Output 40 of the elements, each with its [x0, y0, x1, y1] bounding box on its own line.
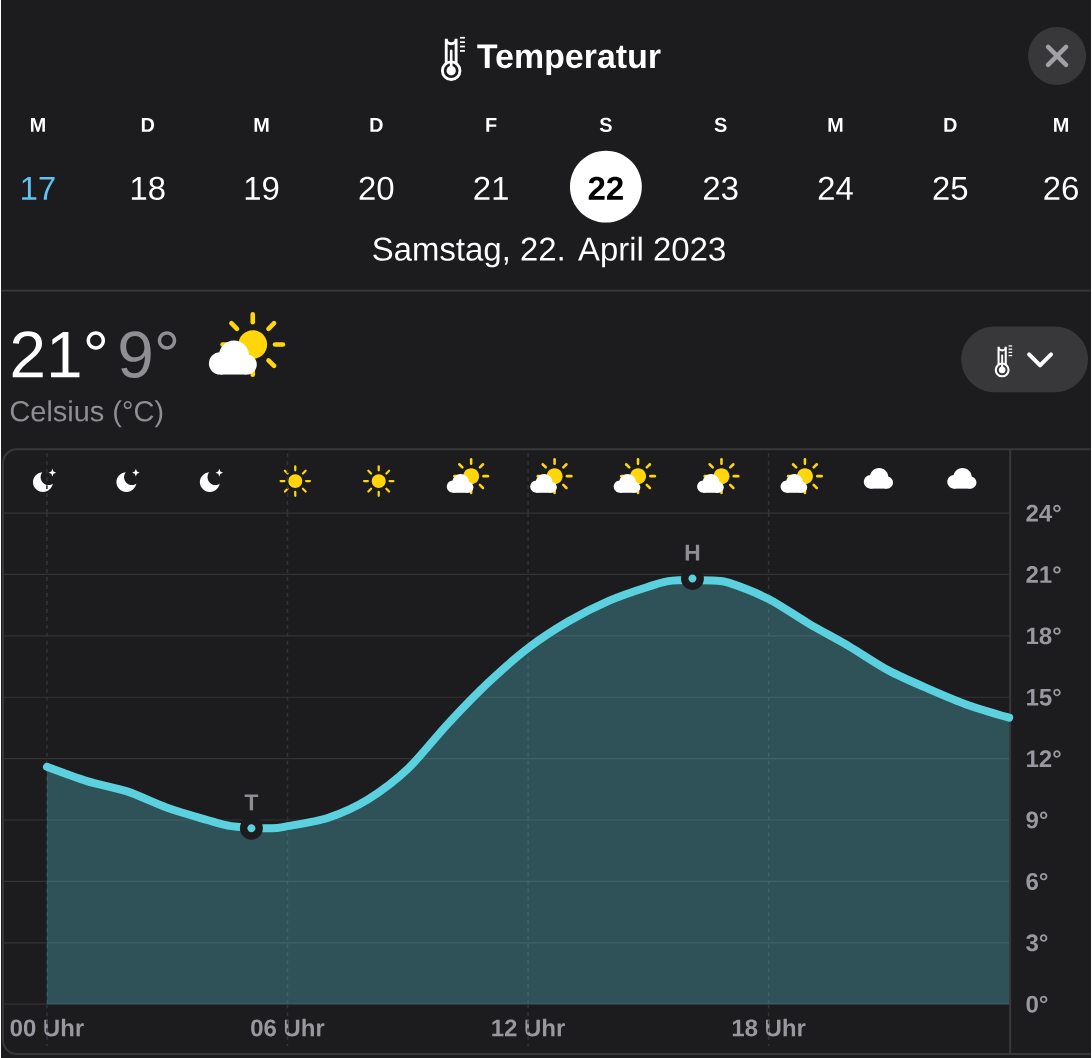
x-tick-label: 00 Uhr: [10, 1018, 84, 1037]
text: F: [486, 118, 497, 132]
y-tick-label: 6°: [1026, 872, 1048, 890]
y-tick-label: 21°: [1026, 566, 1061, 583]
text: 24: [818, 176, 853, 200]
text: Celsius (°C): [10, 400, 163, 428]
text: 23: [704, 176, 738, 200]
text: 22: [588, 176, 623, 200]
text: 26: [1044, 176, 1078, 200]
y-tick-label: 15°: [1027, 688, 1061, 706]
text: M: [254, 118, 269, 132]
text: 25: [933, 176, 968, 200]
text: S: [714, 117, 727, 132]
chart-subtitle: Samstag, 22. April 2023: [373, 236, 725, 268]
text: 19: [245, 176, 279, 200]
text: D: [370, 118, 383, 132]
text: M: [828, 118, 843, 132]
text: 20: [359, 176, 394, 200]
y-tick-label: 3°: [1026, 934, 1048, 952]
y-tick-label: 18°: [1027, 627, 1061, 645]
y-tick-label: 12°: [1027, 750, 1061, 767]
text: D: [141, 118, 155, 132]
text: S: [599, 117, 612, 132]
x-tick-label: 06 Uhr: [251, 1018, 325, 1037]
x-tick-label: 18 Uhr: [732, 1018, 806, 1037]
text: 21: [474, 176, 508, 200]
annotation: H: [685, 544, 700, 561]
annotation: T: [244, 794, 259, 811]
text: 17: [22, 176, 55, 200]
text: 21°: [12, 331, 106, 378]
text: M: [1054, 118, 1069, 132]
y-tick-label: 24°: [1026, 504, 1061, 522]
text: 18: [131, 176, 165, 200]
x-tick-label: 12 Uhr: [492, 1018, 565, 1037]
y-tick-label: 9°: [1026, 811, 1048, 829]
text: D: [944, 118, 957, 132]
chart-title: Temperatur: [477, 44, 661, 75]
y-tick-label: 0°: [1026, 995, 1048, 1013]
text: 9°: [120, 331, 177, 378]
text: M: [30, 118, 45, 132]
